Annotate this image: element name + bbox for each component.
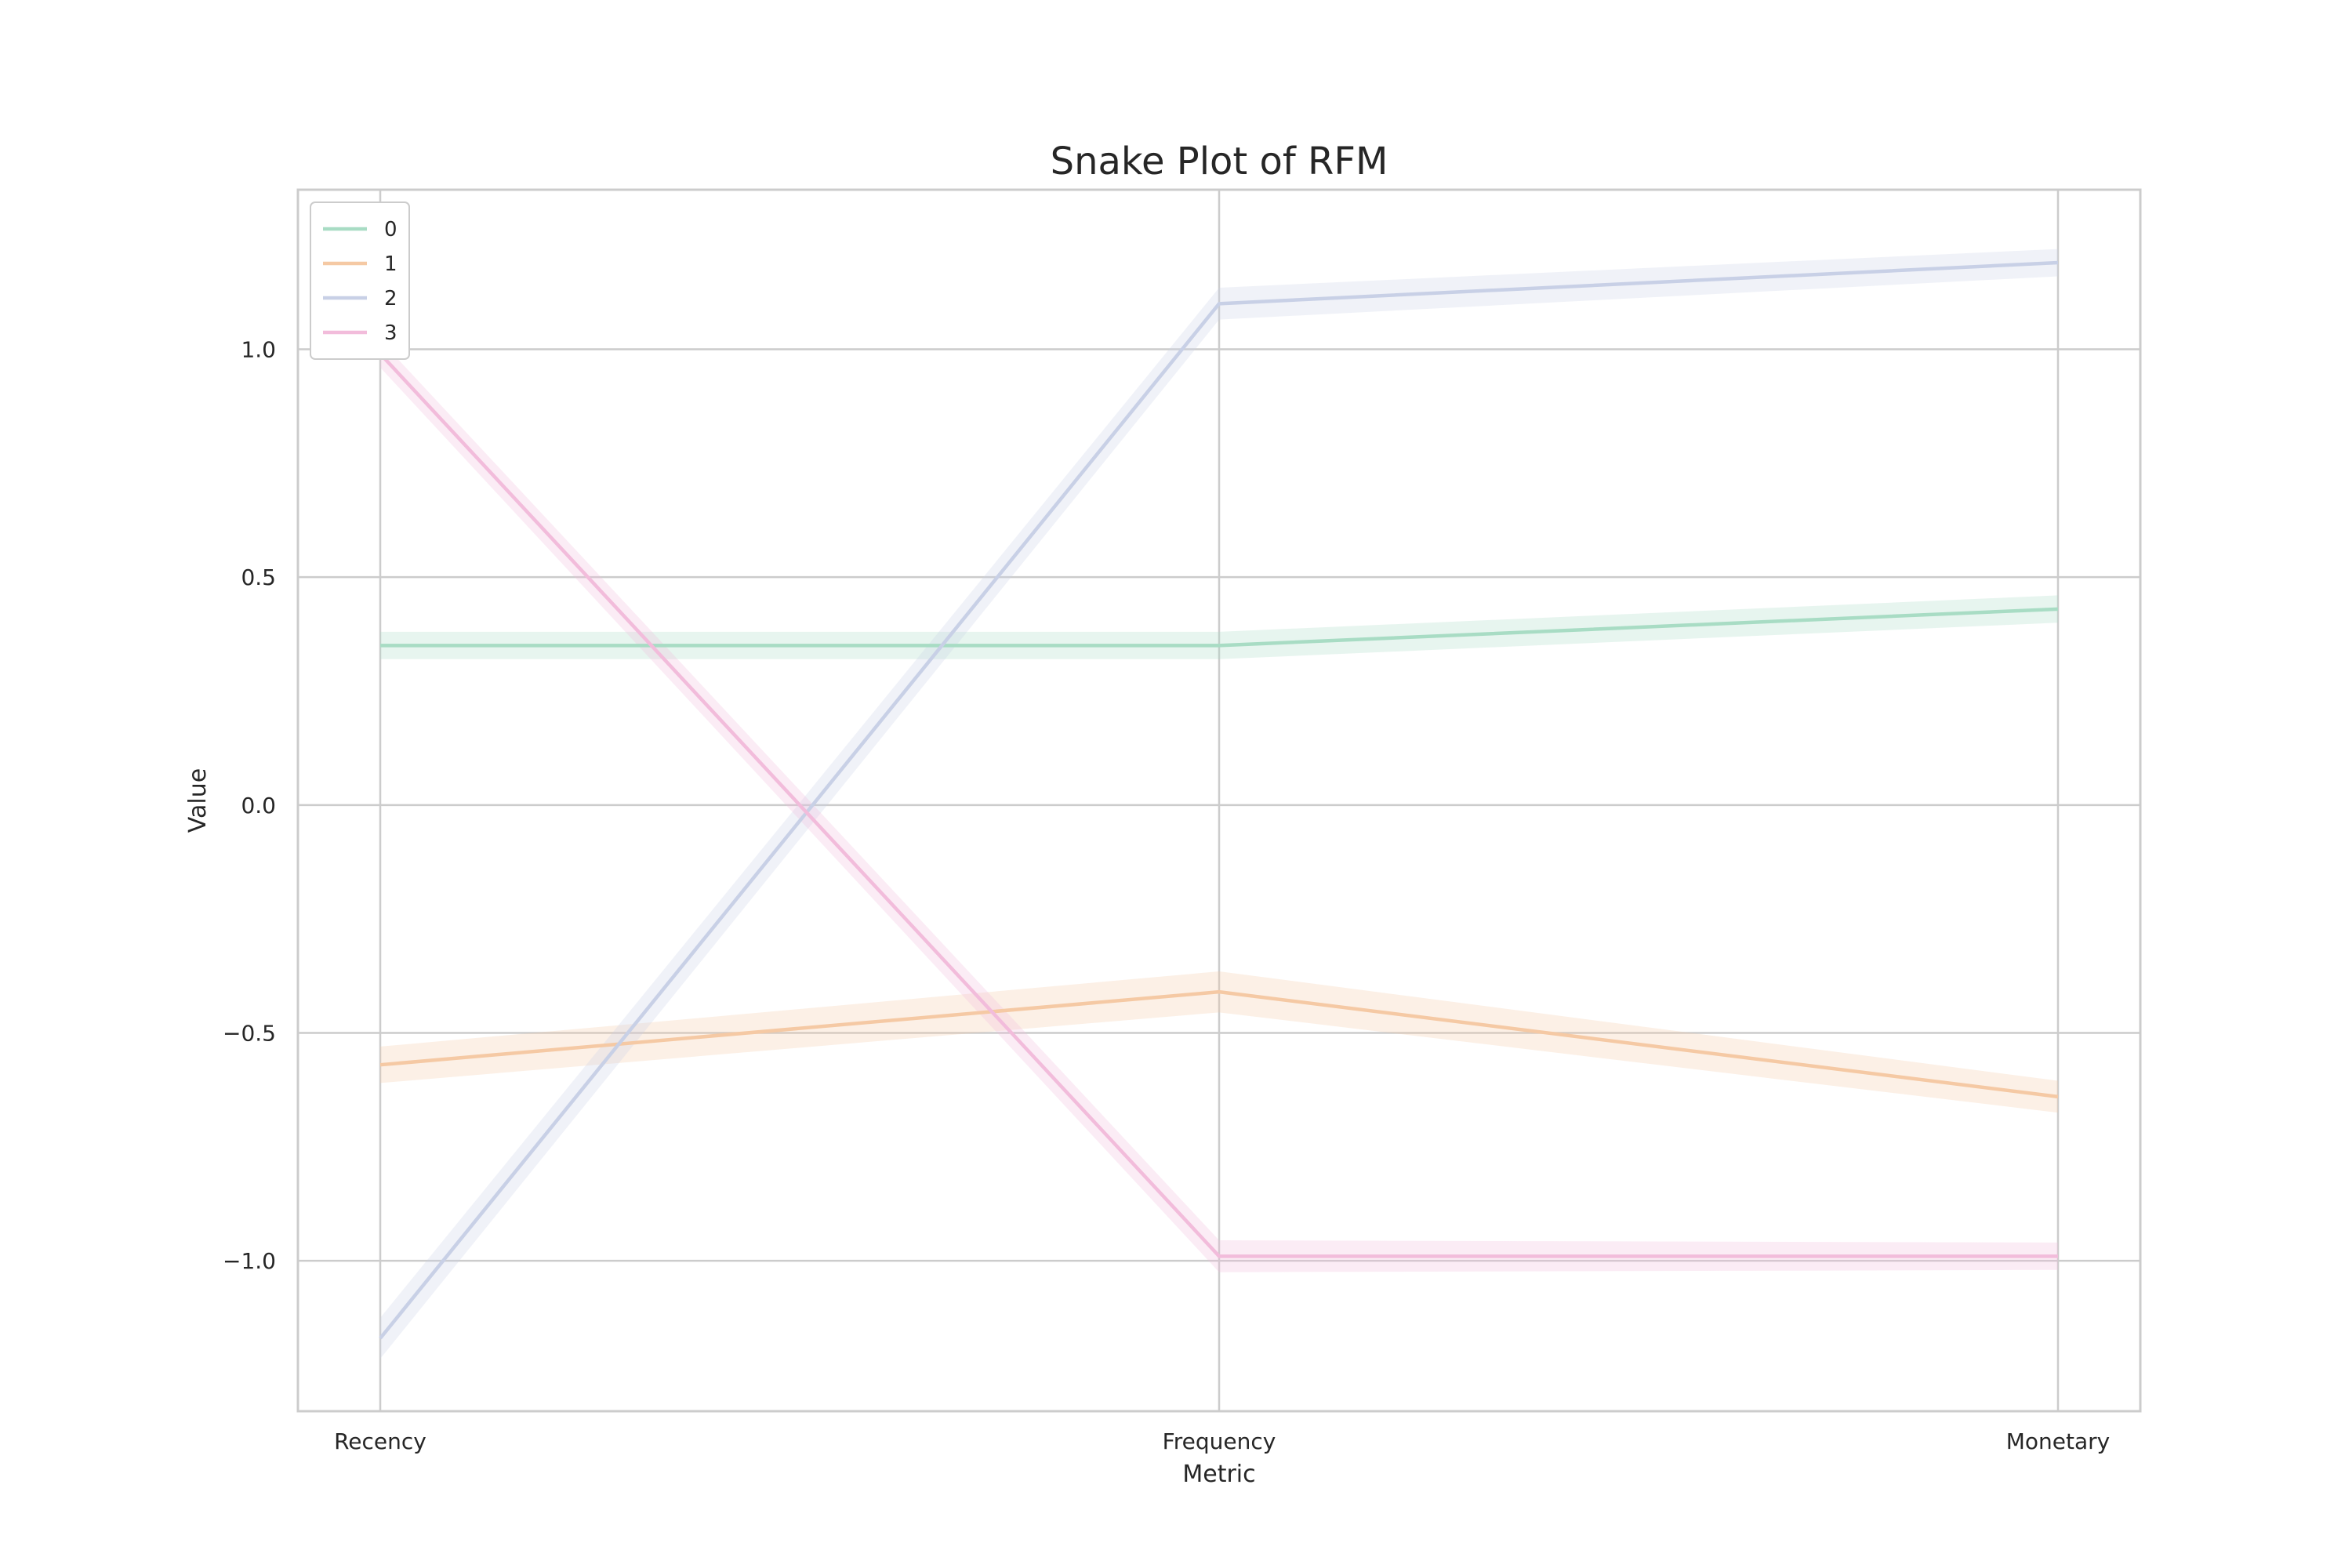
y-tick-label: 0.0 <box>241 793 276 818</box>
legend-label-2: 2 <box>384 287 397 310</box>
x-tick-label: Frequency <box>1163 1428 1276 1454</box>
series-line-3 <box>379 352 2058 1258</box>
legend: 0 1 2 3 <box>310 201 410 360</box>
x-tick-labels: Recency Frequency Monetary <box>334 1428 2110 1454</box>
x-tick-label: Recency <box>334 1428 426 1454</box>
x-axis-label: Metric <box>1182 1461 1255 1488</box>
legend-label-1: 1 <box>384 252 397 276</box>
y-axis-label: Value <box>184 768 212 833</box>
series-line-0 <box>380 607 2059 648</box>
legend-label-0: 0 <box>384 218 397 241</box>
y-tick-labels: 1.0 0.5 0.0 −0.5 −1.0 <box>223 336 276 1274</box>
x-tick-label: Monetary <box>2006 1428 2110 1454</box>
y-tick-label: −1.0 <box>223 1248 276 1274</box>
chart-title: Snake Plot of RFM <box>1051 140 1388 183</box>
plot-frame <box>296 188 2142 1413</box>
confidence-band-0 <box>380 595 2058 659</box>
series-line-1 <box>379 989 2059 1099</box>
confidence-band-1 <box>380 971 2058 1113</box>
y-tick-label: 1.0 <box>241 336 276 362</box>
legend-box <box>310 201 410 360</box>
series-line-2 <box>379 260 2059 1340</box>
grid-layer <box>298 190 2140 1411</box>
series-lines <box>379 260 2059 1340</box>
y-tick-label: −0.5 <box>223 1020 276 1046</box>
confidence-bands <box>380 249 2058 1359</box>
legend-label-3: 3 <box>384 321 397 345</box>
y-tick-label: 0.5 <box>241 564 276 590</box>
